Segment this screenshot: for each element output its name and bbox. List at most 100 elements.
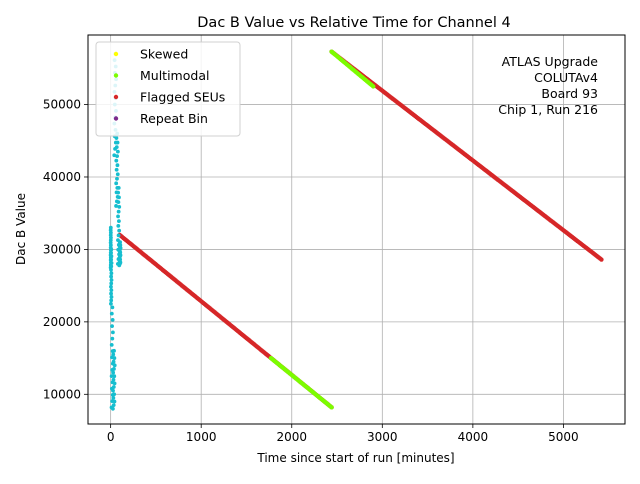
data-point	[114, 145, 119, 150]
data-point	[112, 356, 117, 360]
data-point	[109, 250, 113, 255]
data-point	[110, 317, 115, 322]
data-point	[109, 284, 113, 289]
data-point	[111, 403, 116, 408]
data-point	[115, 154, 119, 159]
data-point	[114, 181, 119, 186]
y-tick-label: 20000	[43, 315, 81, 329]
annotation-line: COLUTAv4	[534, 70, 598, 85]
legend: Skewed Multimodal Flagged SEUs Repeat Bin	[95, 41, 241, 137]
data-point	[112, 374, 117, 379]
legend-marker	[113, 51, 119, 57]
data-point	[109, 342, 114, 347]
data-point	[114, 167, 119, 172]
data-point	[116, 233, 121, 238]
data-point	[118, 240, 122, 245]
data-point	[111, 330, 115, 335]
legend-marker	[113, 94, 119, 100]
legend-label: Multimodal	[140, 68, 209, 83]
x-tick-label: 4000	[458, 430, 489, 444]
data-point	[111, 396, 116, 400]
data-point	[115, 140, 120, 145]
y-tick-label: 10000	[43, 387, 81, 401]
data-point	[109, 274, 114, 279]
legend-label: Skewed	[140, 47, 188, 62]
x-tick-label: 1000	[186, 430, 217, 444]
y-tick-label: 40000	[43, 170, 81, 184]
data-point	[114, 136, 119, 140]
tick-layer: 0 1000 2000 3000 4000 5000 10000 20000 30000 4000…	[43, 98, 579, 444]
data-point	[115, 149, 120, 154]
data-point	[109, 311, 114, 316]
data-point	[329, 405, 334, 410]
data-point	[111, 359, 116, 364]
x-axis-label: Time since start of run [minutes]	[256, 451, 454, 465]
grid-layer	[88, 35, 625, 424]
legend-marker	[113, 73, 119, 78]
data-point	[109, 295, 114, 299]
data-point	[110, 324, 114, 329]
data-point	[117, 219, 121, 224]
data-point	[112, 399, 117, 404]
x-tick-label: 0	[107, 430, 115, 444]
data-point	[117, 228, 122, 233]
data-point	[117, 204, 122, 209]
data-point	[111, 370, 116, 375]
data-point	[115, 163, 120, 168]
annotation-line: ATLAS Upgrade	[502, 54, 599, 69]
data-layer	[108, 49, 604, 411]
legend-marker	[113, 116, 119, 121]
data-point	[109, 291, 113, 296]
data-point	[112, 367, 116, 371]
data-point	[110, 336, 115, 341]
data-point	[111, 388, 115, 393]
data-point	[109, 247, 114, 252]
legend-label: Repeat Bin	[140, 111, 208, 126]
data-point	[111, 377, 116, 382]
legend-label: Flagged SEUs	[140, 90, 225, 105]
data-point	[109, 264, 114, 269]
annotation-box: ATLAS Upgrade COLUTAv4 Board 93 Chip 1, …	[498, 54, 598, 117]
annotation-line: Board 93	[541, 86, 598, 101]
y-tick-label: 50000	[43, 98, 81, 112]
annotation-line: Chip 1, Run 216	[498, 102, 598, 117]
data-point	[109, 254, 114, 259]
data-point	[114, 204, 118, 208]
data-point	[111, 352, 116, 357]
data-point	[116, 223, 121, 228]
data-point	[109, 301, 113, 306]
data-point	[116, 190, 121, 195]
data-point	[111, 406, 115, 411]
data-point	[114, 158, 119, 163]
data-point	[371, 84, 376, 89]
data-point	[115, 172, 120, 177]
data-point	[112, 392, 117, 397]
data-point	[111, 385, 116, 389]
data-point	[112, 363, 117, 368]
plot-frame	[87, 34, 626, 425]
data-point	[108, 225, 113, 230]
data-point	[109, 278, 114, 282]
data-point	[115, 176, 119, 181]
legend-frame	[95, 41, 241, 137]
x-tick-label: 3000	[367, 430, 398, 444]
data-point	[109, 288, 114, 293]
data-point	[109, 298, 114, 303]
x-tick-label: 2000	[276, 430, 307, 444]
y-tick-label: 30000	[43, 242, 81, 256]
data-point	[116, 200, 121, 205]
chart-title: Dac B Value vs Relative Time for Channel…	[197, 15, 510, 31]
data-point	[110, 305, 115, 310]
x-tick-label: 5000	[548, 430, 579, 444]
data-point	[116, 214, 120, 219]
data-point	[112, 381, 117, 386]
data-point	[117, 195, 121, 200]
data-point	[109, 271, 114, 276]
data-point	[599, 257, 604, 262]
data-point	[109, 267, 113, 272]
data-point	[109, 281, 114, 286]
data-point	[112, 348, 116, 353]
data-point	[109, 257, 114, 262]
